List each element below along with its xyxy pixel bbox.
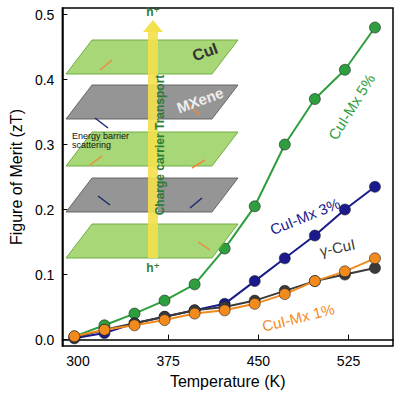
svg-text:Figure of Merit (zT): Figure of Merit (zT) bbox=[8, 109, 25, 245]
svg-text:0.2: 0.2 bbox=[35, 202, 55, 218]
svg-text:CuI-Mx 1%: CuI-Mx 1% bbox=[260, 300, 336, 334]
svg-text:375: 375 bbox=[156, 353, 180, 369]
svg-text:300: 300 bbox=[66, 353, 90, 369]
svg-text:0.5: 0.5 bbox=[35, 7, 55, 23]
svg-text:0.4: 0.4 bbox=[35, 72, 55, 88]
svg-text:Energy barrier: Energy barrier bbox=[72, 130, 132, 141]
svg-text:Charge carrier Transport: Charge carrier Transport bbox=[153, 75, 167, 216]
svg-text:CuI-Mx 3%: CuI-Mx 3% bbox=[267, 195, 342, 239]
svg-text:CuI: CuI bbox=[190, 40, 220, 65]
svg-text:450: 450 bbox=[247, 353, 271, 369]
svg-text:scattering: scattering bbox=[72, 140, 111, 150]
svg-text:γ-CuI: γ-CuI bbox=[318, 235, 357, 259]
svg-text:0.0: 0.0 bbox=[35, 332, 55, 348]
svg-text:525: 525 bbox=[337, 353, 361, 369]
svg-text:CuI-Mx 5%: CuI-Mx 5% bbox=[325, 71, 379, 143]
svg-text:0.1: 0.1 bbox=[35, 267, 55, 283]
svg-text:h⁺: h⁺ bbox=[146, 261, 160, 275]
svg-text:h⁺: h⁺ bbox=[146, 5, 160, 19]
svg-text:0.3: 0.3 bbox=[35, 137, 55, 153]
svg-text:MXene: MXene bbox=[174, 84, 225, 117]
svg-text:Temperature (K): Temperature (K) bbox=[170, 373, 286, 390]
